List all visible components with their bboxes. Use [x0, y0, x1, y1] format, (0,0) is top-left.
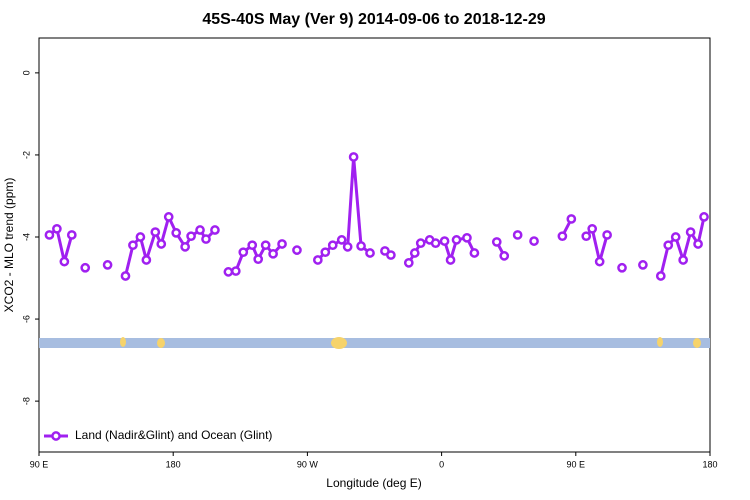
data-point [120, 271, 131, 281]
data-point [223, 267, 234, 277]
data-point [320, 247, 331, 258]
data-point [210, 225, 220, 235]
data-point [529, 236, 539, 246]
data-point [365, 248, 375, 258]
data-point [469, 248, 480, 258]
plot-frame [38, 37, 711, 453]
data-point [80, 262, 91, 273]
data-point [156, 239, 167, 249]
data-point [557, 231, 568, 242]
data-point [277, 239, 287, 249]
data-point [594, 256, 605, 267]
y-tick-label: 0 [21, 70, 31, 75]
data-point [59, 256, 70, 267]
y-axis-label: XCO2 - MLO trend (ppm) [2, 178, 16, 313]
data-point [439, 236, 450, 246]
data-point [268, 248, 278, 259]
data-point [581, 231, 592, 242]
data-point [356, 241, 366, 251]
data-point [230, 266, 241, 276]
data-point [386, 250, 396, 260]
data-point [327, 240, 338, 251]
data-point [342, 241, 353, 252]
data-point [292, 245, 302, 255]
land-ocean-strip [39, 337, 710, 349]
data-point [195, 225, 205, 235]
data-point [445, 255, 456, 265]
data-point [462, 232, 472, 243]
data-point [602, 230, 612, 240]
data-point [260, 240, 271, 251]
x-tick-label: 180 [166, 459, 181, 469]
data-point [512, 230, 523, 240]
data-point [693, 239, 703, 249]
data-point [685, 227, 696, 237]
y-tick-label: -8 [21, 397, 31, 405]
y-tick-label: -2 [21, 151, 31, 159]
data-point [638, 260, 648, 270]
legend-label: Land (Nadir&Glint) and Ocean (Glint) [75, 428, 272, 442]
x-tick-label: 90 E [30, 459, 49, 469]
data-point [253, 254, 264, 265]
data-point [247, 240, 258, 251]
data-point [238, 247, 249, 258]
x-axis-label: Longitude (deg E) [326, 476, 421, 490]
data-point [499, 251, 510, 261]
x-tick-label: 0 [439, 459, 444, 469]
data-point [128, 240, 138, 251]
data-point [66, 230, 77, 240]
y-tick-label: -6 [21, 315, 31, 323]
data-point [587, 223, 598, 234]
data-point [44, 230, 55, 240]
data-point [403, 257, 414, 268]
chart-title: 45S-40S May (Ver 9) 2014-09-06 to 2018-1… [202, 11, 545, 28]
data-point [663, 240, 674, 251]
data-point [451, 235, 462, 245]
data-point [135, 232, 146, 242]
data-point [699, 212, 709, 222]
data-point [201, 234, 211, 244]
data-point [150, 227, 161, 237]
x-tick-label: 180 [702, 459, 717, 469]
y-tick-label: -4 [21, 233, 31, 241]
data-point [566, 214, 577, 224]
data-point [617, 262, 627, 273]
x-tick-label: 90 E [567, 459, 586, 469]
data-point [52, 223, 62, 234]
data-point [141, 255, 152, 265]
data-point [180, 241, 190, 252]
data-point [655, 271, 666, 281]
data-point [102, 260, 113, 270]
data-point [163, 212, 174, 222]
data-point [491, 237, 502, 247]
data-point [312, 255, 323, 265]
legend-marker [51, 431, 61, 441]
data-point [348, 152, 359, 162]
data-point [171, 228, 182, 238]
data-point [186, 231, 196, 242]
data-point [678, 255, 689, 265]
data-point [415, 238, 426, 249]
data-point [670, 232, 681, 242]
data-point [430, 238, 441, 249]
x-tick-label: 90 W [297, 459, 319, 469]
data-point [336, 235, 347, 245]
data-point [409, 248, 420, 258]
